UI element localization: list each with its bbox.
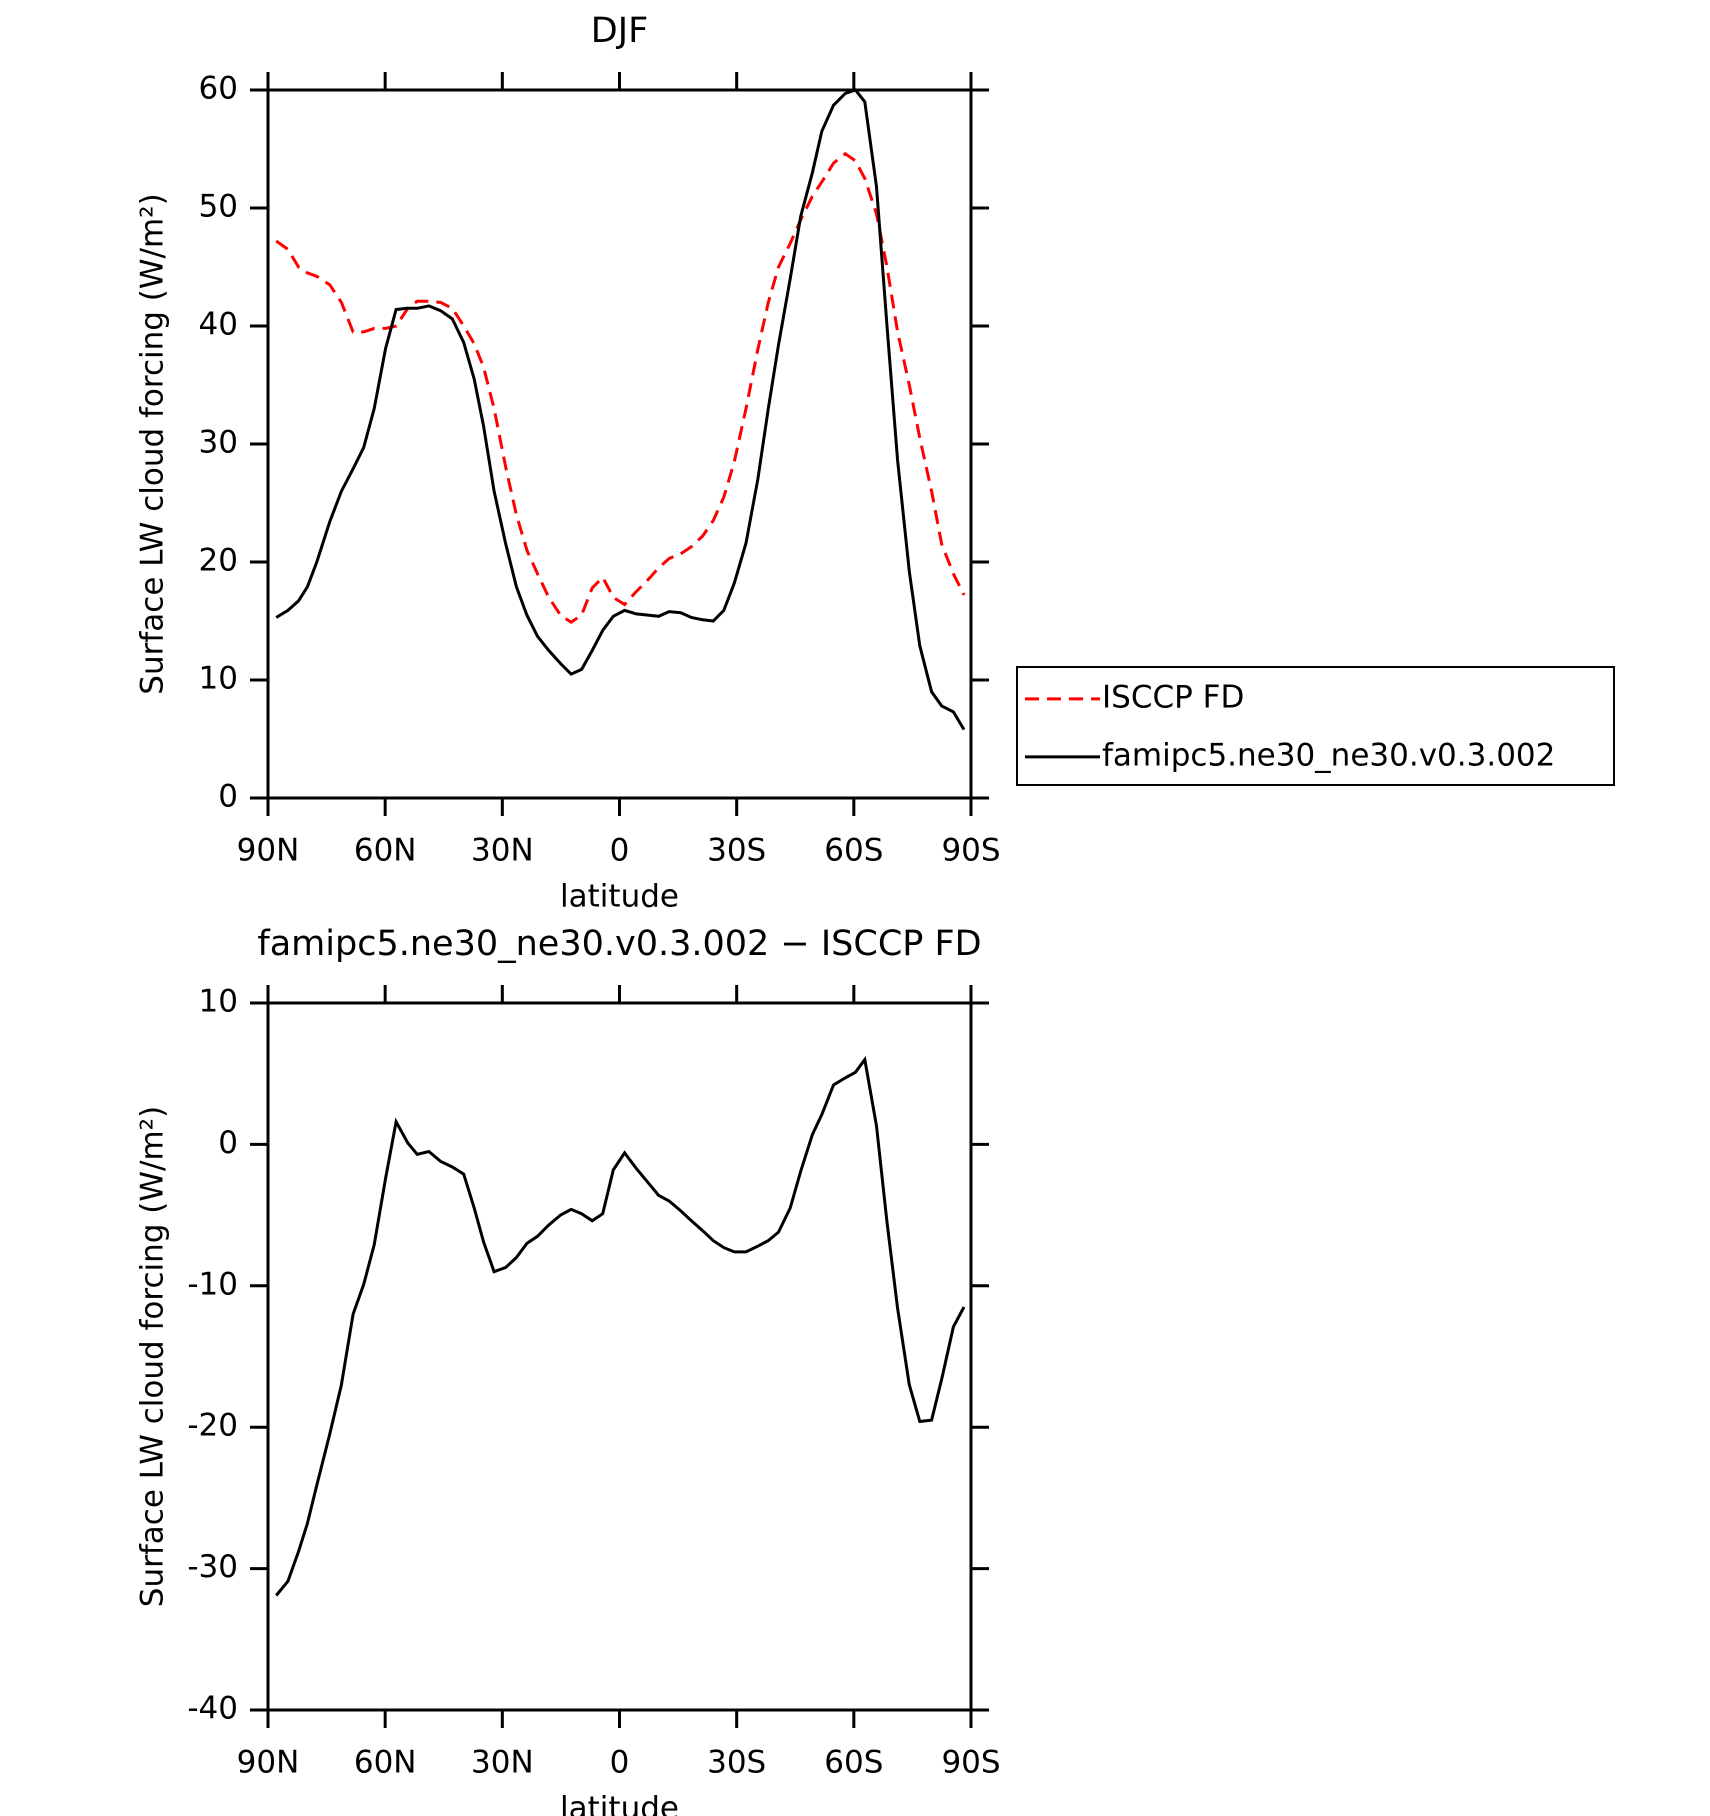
y-axis-label: Surface LW cloud forcing (W/m²) xyxy=(135,1106,171,1607)
x-tick-label: 30S xyxy=(707,833,766,869)
y-tick-label: 10 xyxy=(199,984,238,1020)
plot-frame xyxy=(266,88,973,800)
x-tick-label: 0 xyxy=(610,833,630,869)
x-tick-label: 60S xyxy=(824,1745,883,1781)
x-tick-label: 60N xyxy=(354,1745,417,1781)
y-tick-label: -30 xyxy=(187,1549,238,1585)
x-tick-label: 90S xyxy=(941,833,1000,869)
y-tick-label: 20 xyxy=(199,543,238,579)
x-tick-label: 90N xyxy=(237,833,300,869)
x-tick-label: 90S xyxy=(941,1745,1000,1781)
y-tick-label: 30 xyxy=(199,425,238,461)
x-tick-label: 30N xyxy=(471,833,534,869)
x-axis-label: latitude xyxy=(560,1791,679,1816)
chart-title: DJF xyxy=(591,11,648,51)
plot-frame xyxy=(266,1001,973,1712)
y-tick-label: 50 xyxy=(199,189,238,225)
x-tick-label: 60S xyxy=(824,833,883,869)
x-tick-label: 30S xyxy=(707,1745,766,1781)
x-tick-label: 30N xyxy=(471,1745,534,1781)
data-line xyxy=(275,88,966,731)
legend-label: famipc5.ne30_ne30.v0.3.002 xyxy=(1102,737,1555,773)
y-tick-label: -20 xyxy=(187,1408,238,1444)
x-tick-label: 60N xyxy=(354,833,417,869)
y-tick-label: -40 xyxy=(187,1691,238,1727)
x-tick-label: 90N xyxy=(237,1745,300,1781)
y-tick-label: 0 xyxy=(218,779,238,815)
chart-title: famipc5.ne30_ne30.v0.3.002 − ISCCP FD xyxy=(257,924,981,964)
legend-label: ISCCP FD xyxy=(1102,679,1244,715)
legend-box xyxy=(1016,666,1615,786)
y-tick-label: 60 xyxy=(199,71,238,107)
y-tick-label: 0 xyxy=(218,1125,238,1161)
y-tick-label: 40 xyxy=(199,307,238,343)
x-tick-label: 0 xyxy=(610,1745,630,1781)
x-axis-label: latitude xyxy=(560,879,679,915)
y-tick-label: 10 xyxy=(199,661,238,697)
y-axis-label: Surface LW cloud forcing (W/m²) xyxy=(135,193,171,694)
data-line xyxy=(275,1055,966,1597)
y-tick-label: -10 xyxy=(187,1266,238,1302)
